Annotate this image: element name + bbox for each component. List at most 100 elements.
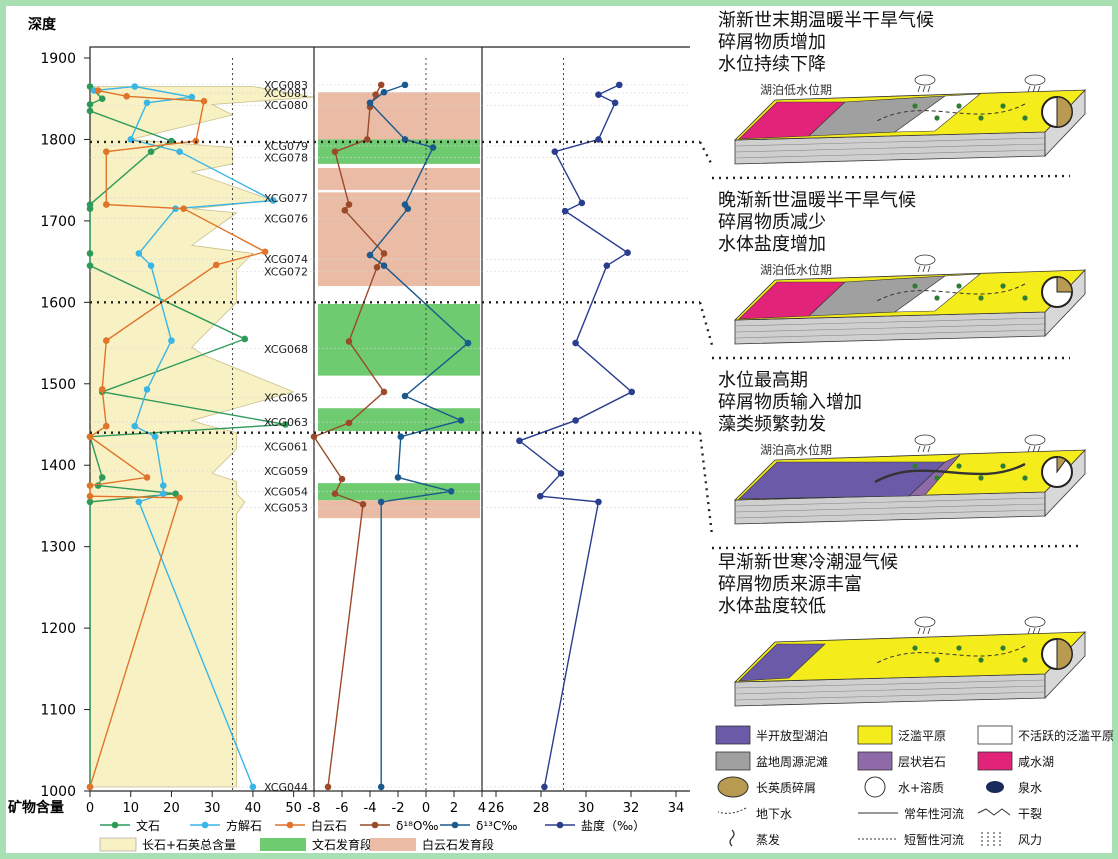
stage-title-line: 晚渐新世温暖半干旱气候: [718, 190, 916, 211]
facies-legend-label: 干裂: [1018, 807, 1042, 821]
tree-icon: [956, 103, 962, 109]
x-axis-title: 矿物含量: [8, 799, 64, 816]
clastic-fraction-wedge: [1056, 276, 1073, 293]
series-point: [188, 93, 196, 101]
cloud-icon: [914, 434, 936, 446]
legend-item: 白云石发育段: [370, 837, 494, 852]
legend-item: δ¹⁸O‰: [360, 819, 439, 833]
evaporation-icon: [729, 829, 735, 847]
series-point: [241, 335, 249, 343]
series-point: [135, 250, 143, 257]
series-point: [377, 783, 385, 791]
stage-title-line: 碎屑物质输入增加: [718, 392, 862, 413]
sample-label: XCG061: [264, 440, 308, 453]
series-point: [366, 251, 374, 259]
facies-swatch: [715, 725, 751, 745]
legend-label: 文石发育段: [312, 837, 372, 852]
river-line: [874, 283, 1026, 303]
series-point: [373, 264, 381, 271]
legend-item: 方解石: [190, 818, 262, 833]
water-level-label: 湖泊低水位期: [760, 82, 832, 97]
series-point: [200, 97, 208, 105]
strata-line: [734, 317, 1046, 327]
facies-legend-label: 常年性河流: [904, 807, 964, 821]
series-point: [86, 101, 94, 108]
series-point: [98, 474, 106, 481]
tree-icon: [912, 463, 918, 469]
tree-icon: [934, 295, 940, 301]
river-line: [874, 103, 1026, 123]
series-point: [572, 417, 579, 424]
series-point: [282, 421, 289, 428]
legend-marker: [451, 821, 459, 829]
panel-frame-left: [89, 46, 483, 792]
tree-icon: [978, 657, 984, 663]
series-1: [90, 83, 277, 791]
band-aragonite: [318, 483, 480, 501]
solute-icon: [864, 776, 886, 798]
x-tick-label: 26: [488, 801, 505, 816]
series-point: [578, 199, 586, 207]
series-point: [86, 492, 94, 500]
cloud-icon: [914, 74, 936, 86]
strata-line: [734, 323, 1046, 333]
series-point: [595, 498, 602, 506]
series-point: [394, 474, 402, 481]
series-point: [98, 386, 106, 393]
rain-icon: [1027, 627, 1031, 635]
series-point: [102, 148, 110, 155]
series-point: [345, 419, 353, 427]
facies-legend-item: 泛滥平原: [857, 725, 946, 745]
stage-title-line: 碎屑物质减少: [718, 212, 826, 233]
cloud-icon: [914, 616, 936, 628]
stage-connector: [698, 302, 1070, 360]
y-tick-label: 1200: [40, 621, 76, 637]
series-point: [86, 783, 94, 791]
series-point: [447, 487, 455, 495]
series-point: [359, 501, 367, 508]
facies-legend-label: 短暂性河流: [904, 833, 964, 847]
legend-swatch: [99, 837, 137, 852]
facies-legend-item: 短暂性河流: [858, 833, 964, 847]
rain-icon: [922, 265, 926, 273]
series-point: [261, 248, 269, 256]
stage-title-line: 碎屑物质增加: [718, 32, 826, 53]
rain-icon: [927, 445, 931, 453]
tree-icon: [956, 645, 962, 651]
facies-legend-item: 不活跃的泛滥平原: [977, 725, 1114, 745]
series-point: [86, 262, 94, 269]
series-point: [131, 83, 139, 90]
series-point: [98, 95, 106, 103]
series-point: [338, 475, 346, 483]
series-2: [86, 87, 269, 791]
rain-icon: [917, 445, 921, 453]
series-point: [324, 783, 332, 791]
facies-legend-label: 地下水: [756, 807, 792, 821]
facies-bands: [318, 92, 480, 519]
legend-swatch: [260, 838, 306, 851]
data-series: [86, 81, 636, 791]
series-point: [401, 81, 409, 89]
tree-icon: [1000, 283, 1006, 289]
y-tick-label: 1600: [40, 295, 76, 311]
facies-legend-label: 不活跃的泛滥平原: [1018, 728, 1114, 743]
rain-icon: [922, 85, 926, 93]
stage-title-line: 水位最高期: [718, 370, 808, 391]
series-point: [212, 261, 220, 269]
x-tick-label: 20: [163, 801, 180, 816]
crack-icon: [977, 808, 1011, 816]
band-aragonite: [318, 139, 480, 164]
legend-item: 白云石: [275, 818, 347, 833]
rain-icon: [1032, 85, 1036, 93]
series-point: [341, 207, 349, 214]
sample-label: XCG083: [264, 79, 308, 92]
rain-icon: [1037, 85, 1041, 93]
tree-icon: [978, 295, 984, 301]
strata-line: [734, 503, 1046, 513]
cloud-icon: [914, 254, 936, 266]
x-tick-label: 0: [86, 801, 94, 816]
panel-frames: [89, 46, 690, 792]
x-tick-label: -2: [392, 801, 405, 816]
rain-icon: [922, 445, 926, 453]
